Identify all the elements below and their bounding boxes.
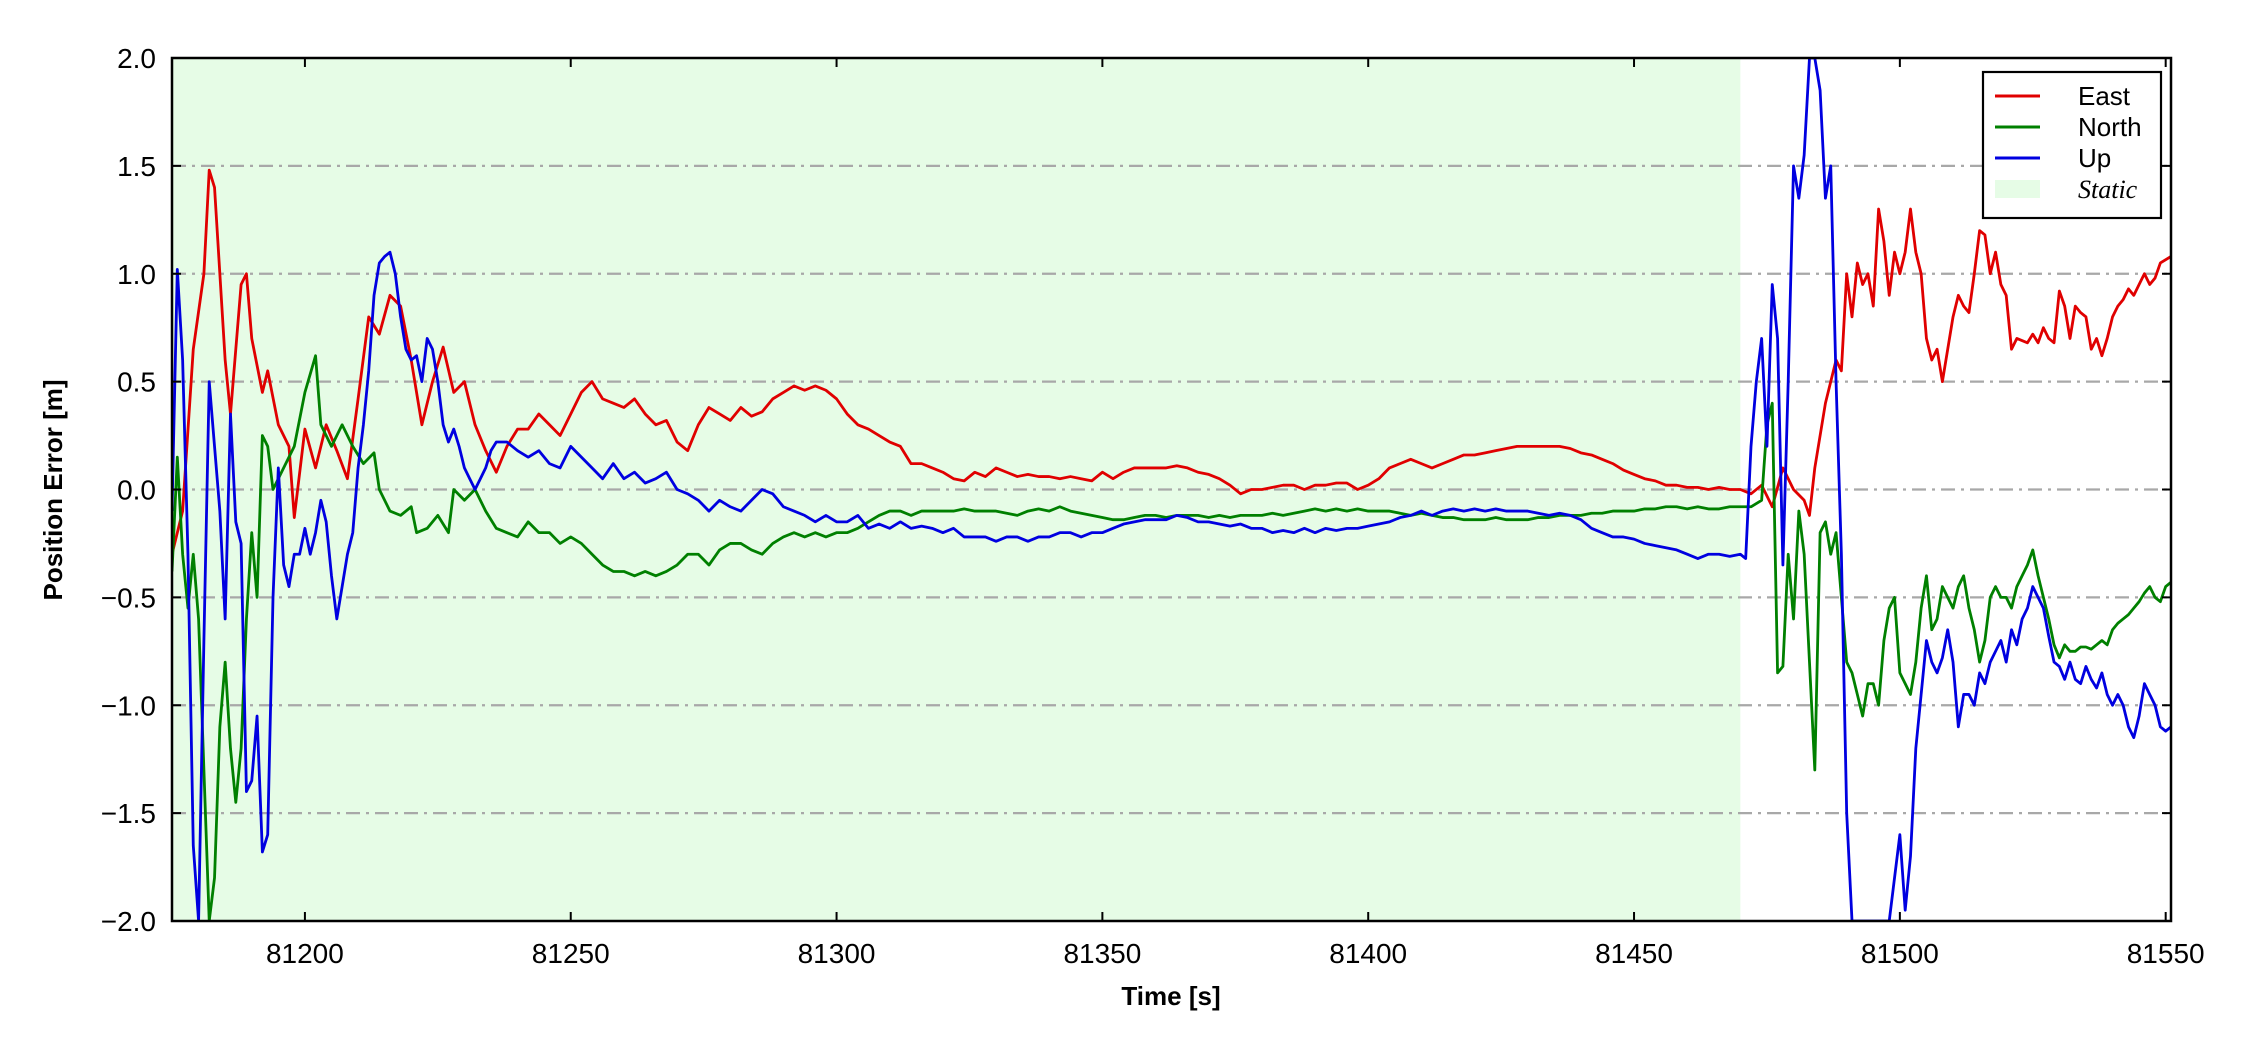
x-tick-label: 81500 [1861, 938, 1939, 969]
x-tick-label: 81450 [1595, 938, 1673, 969]
y-axis-title: Position Error [m] [38, 379, 68, 600]
y-tick-label: 1.5 [117, 151, 156, 182]
y-tick-label: −0.5 [101, 582, 156, 613]
legend-swatch-static [1995, 180, 2040, 198]
x-axis-title: Time [s] [1121, 981, 1220, 1011]
plot-area [172, 58, 2171, 921]
y-tick-label: −2.0 [101, 906, 156, 937]
x-tick-label: 81250 [532, 938, 610, 969]
x-tick-label: 81300 [798, 938, 876, 969]
series-line-north [172, 354, 2171, 921]
y-tick-label: −1.0 [101, 690, 156, 721]
x-tick-label: 81350 [1063, 938, 1141, 969]
series-line-east [172, 168, 2171, 555]
y-tick-label: 2.0 [117, 43, 156, 74]
legend-label-static: Static [2078, 175, 2138, 204]
y-tick-label: 0.5 [117, 367, 156, 398]
axes: 81200 81250 81300 81350 81400 81450 81500 81550… [101, 43, 2205, 969]
y-tick-label: 0.0 [117, 475, 156, 506]
y-tick-label: −1.5 [101, 798, 156, 829]
x-tick-label: 81550 [2127, 938, 2205, 969]
legend-label-up: Up [2078, 143, 2111, 173]
x-tick-label: 81200 [266, 938, 344, 969]
series-group [172, 58, 2171, 921]
x-tick-label: 81400 [1329, 938, 1407, 969]
legend-label-north: North [2078, 112, 2142, 142]
series-line-up [172, 58, 2171, 921]
legend-label-east: East [2078, 81, 2131, 111]
y-tick-label: 1.0 [117, 259, 156, 290]
